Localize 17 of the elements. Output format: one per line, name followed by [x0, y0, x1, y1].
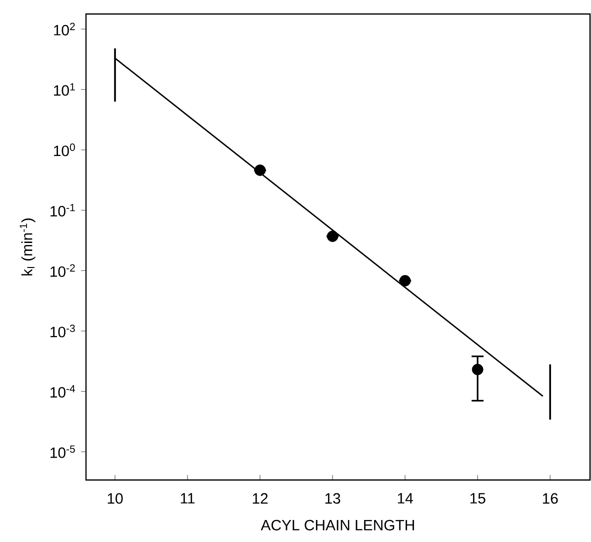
x-tick-label: 12 — [252, 493, 268, 504]
x-tick-label: 11 — [180, 493, 195, 504]
x-tick-label: 14 — [398, 493, 413, 504]
y-tick-label: 10$^{2}$ — [54, 22, 75, 36]
y-tick-label: 10$^{-2}$ — [50, 264, 75, 277]
x-tick-label: 10 — [108, 493, 123, 504]
x-axis-title: ACYL CHAIN LENGTH — [260, 520, 414, 530]
y-tick-label: 10$^{1}$ — [54, 83, 75, 96]
x-tick-label: 15 — [470, 493, 486, 504]
y-axis-title: k$_{I}$ (min$^{-1}$) — [20, 218, 36, 276]
x-tick-label: 16 — [542, 493, 558, 504]
y-tick-label: 10$^{-5}$ — [50, 445, 75, 458]
y-tick-label: 10$^{0}$ — [54, 144, 75, 156]
x-tick-label: 13 — [325, 493, 340, 504]
y-tick-label: 10$^{-1}$ — [50, 204, 75, 216]
y-tick-label: 10$^{-3}$ — [50, 324, 75, 338]
y-tick-label: 10$^{-4}$ — [50, 385, 76, 398]
